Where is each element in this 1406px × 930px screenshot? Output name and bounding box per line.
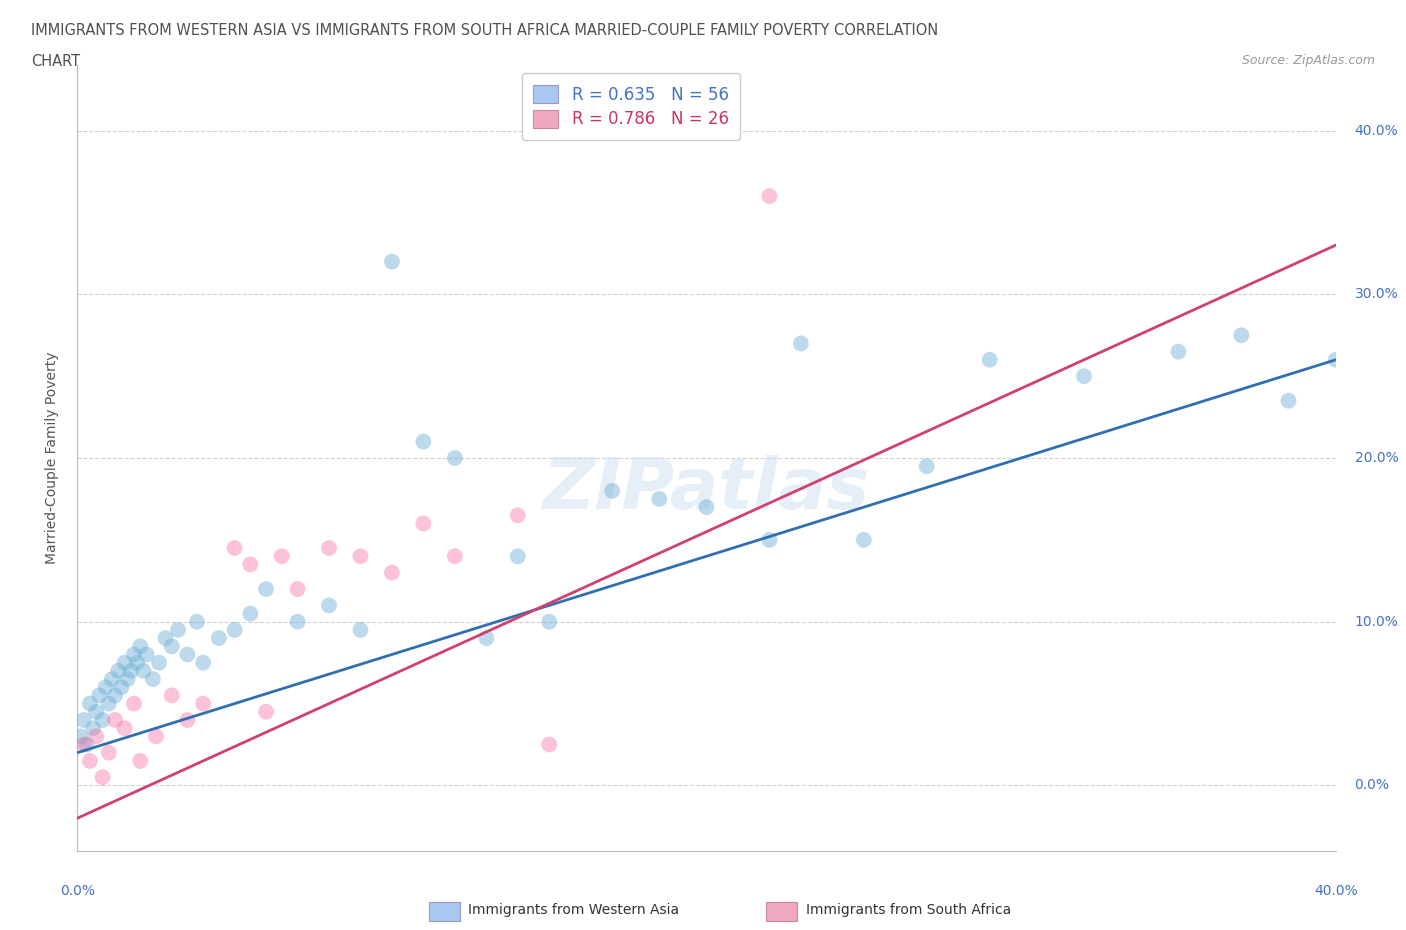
Legend: R = 0.635   N = 56, R = 0.786   N = 26: R = 0.635 N = 56, R = 0.786 N = 26	[522, 73, 741, 140]
Point	[114, 656, 136, 671]
Point	[117, 671, 139, 686]
Point	[101, 671, 124, 686]
Point	[381, 565, 404, 580]
Point	[104, 712, 127, 727]
Point	[318, 598, 340, 613]
Point	[76, 737, 98, 752]
Text: Immigrants from Western Asia: Immigrants from Western Asia	[468, 902, 679, 917]
Point	[120, 663, 142, 678]
Point	[69, 729, 91, 744]
Point	[1277, 393, 1299, 408]
Text: CHART: CHART	[31, 54, 80, 69]
Point	[176, 712, 198, 727]
Point	[224, 540, 246, 555]
Point	[186, 615, 208, 630]
Point	[79, 753, 101, 768]
Point	[254, 581, 277, 596]
Point	[758, 533, 780, 548]
Point	[110, 680, 132, 695]
Point	[224, 622, 246, 637]
Text: ZIPatlas: ZIPatlas	[543, 455, 870, 524]
Text: Immigrants from South Africa: Immigrants from South Africa	[806, 902, 1011, 917]
Point	[506, 549, 529, 564]
Point	[72, 737, 94, 752]
Point	[852, 533, 875, 548]
Point	[444, 451, 467, 466]
Point	[381, 254, 404, 269]
Point	[648, 492, 671, 507]
Text: 40.0%: 40.0%	[1313, 884, 1358, 897]
Point	[1230, 327, 1253, 342]
Point	[270, 549, 292, 564]
Point	[82, 721, 104, 736]
Point	[538, 737, 561, 752]
Point	[254, 704, 277, 719]
Point	[1073, 368, 1095, 383]
Point	[475, 631, 498, 645]
Point	[349, 549, 371, 564]
Point	[1324, 352, 1347, 367]
Point	[318, 540, 340, 555]
Point	[142, 671, 165, 686]
Point	[160, 688, 183, 703]
Point	[91, 770, 114, 785]
Point	[444, 549, 467, 564]
Text: 20.0%: 20.0%	[1354, 451, 1399, 465]
Point	[72, 712, 94, 727]
Point	[91, 712, 114, 727]
Point	[84, 704, 107, 719]
Point	[167, 622, 190, 637]
Text: 40.0%: 40.0%	[1354, 124, 1399, 138]
Point	[97, 745, 120, 760]
Point	[94, 680, 117, 695]
Point	[104, 688, 127, 703]
Point	[132, 663, 155, 678]
Point	[600, 484, 623, 498]
Point	[145, 729, 167, 744]
Point	[129, 639, 152, 654]
Text: IMMIGRANTS FROM WESTERN ASIA VS IMMIGRANTS FROM SOUTH AFRICA MARRIED-COUPLE FAMI: IMMIGRANTS FROM WESTERN ASIA VS IMMIGRAN…	[31, 23, 938, 38]
Point	[758, 189, 780, 204]
Point	[349, 622, 371, 637]
Y-axis label: Married-Couple Family Poverty: Married-Couple Family Poverty	[45, 352, 59, 565]
Point	[107, 663, 129, 678]
Text: 30.0%: 30.0%	[1354, 287, 1399, 301]
Point	[239, 606, 262, 621]
Point	[84, 729, 107, 744]
Point	[790, 336, 813, 351]
Text: 0.0%: 0.0%	[60, 884, 94, 897]
Point	[89, 688, 111, 703]
Point	[114, 721, 136, 736]
Text: Source: ZipAtlas.com: Source: ZipAtlas.com	[1241, 54, 1375, 67]
Point	[208, 631, 231, 645]
Point	[1167, 344, 1189, 359]
Point	[191, 656, 215, 671]
Point	[79, 697, 101, 711]
Point	[538, 615, 561, 630]
Point	[160, 639, 183, 654]
Point	[191, 697, 215, 711]
Point	[97, 697, 120, 711]
Point	[287, 581, 309, 596]
Point	[135, 647, 157, 662]
Point	[122, 697, 145, 711]
Point	[148, 656, 170, 671]
Text: 0.0%: 0.0%	[1354, 778, 1389, 792]
Point	[412, 516, 434, 531]
Point	[127, 656, 149, 671]
Point	[122, 647, 145, 662]
Point	[176, 647, 198, 662]
Point	[412, 434, 434, 449]
Point	[155, 631, 177, 645]
Text: 10.0%: 10.0%	[1354, 615, 1399, 629]
Point	[696, 499, 718, 514]
Point	[129, 753, 152, 768]
Point	[239, 557, 262, 572]
Point	[979, 352, 1001, 367]
Point	[915, 458, 938, 473]
Point	[506, 508, 529, 523]
Point	[287, 615, 309, 630]
